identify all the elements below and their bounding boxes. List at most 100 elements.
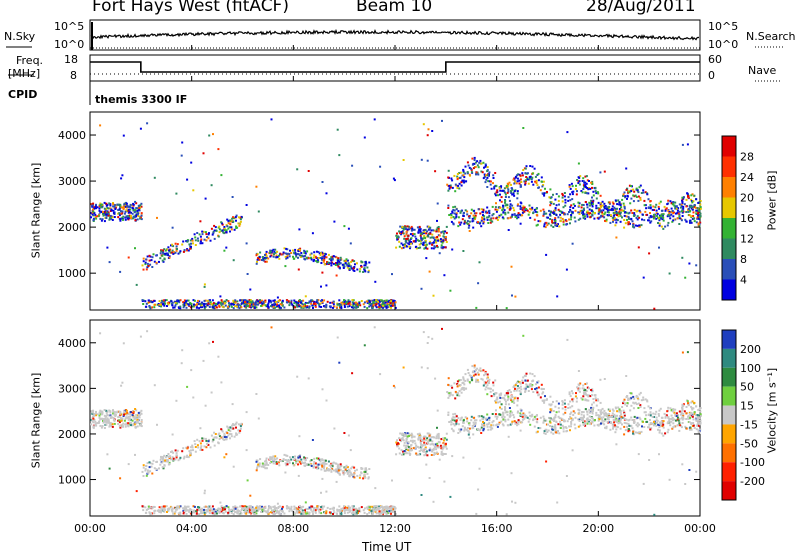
velocity-cell bbox=[639, 404, 642, 407]
power-cell bbox=[255, 262, 258, 265]
power-cell bbox=[391, 273, 393, 276]
power-cell bbox=[482, 209, 485, 212]
power-cell bbox=[405, 245, 408, 248]
power-cell bbox=[142, 260, 145, 263]
power-cell bbox=[676, 209, 679, 212]
power-cell bbox=[207, 233, 210, 236]
power-cell bbox=[165, 252, 168, 255]
power-cell bbox=[689, 221, 691, 224]
power-cell bbox=[552, 193, 554, 196]
power-cell bbox=[233, 228, 236, 231]
velocity-cell bbox=[265, 467, 268, 470]
power-cell bbox=[644, 191, 647, 194]
velocity-cell bbox=[627, 422, 630, 425]
velocity-cell bbox=[398, 437, 401, 440]
velocity-cell bbox=[111, 423, 114, 426]
velocity-cell bbox=[514, 501, 517, 504]
power-cell bbox=[111, 219, 114, 221]
power-cell bbox=[624, 195, 627, 198]
power-cell bbox=[418, 239, 421, 242]
velocity-cell bbox=[313, 457, 316, 460]
velocity-cell bbox=[623, 398, 626, 401]
power-cell bbox=[209, 303, 212, 306]
velocity-cell bbox=[228, 433, 231, 435]
power-cell bbox=[496, 208, 499, 211]
power-cell bbox=[549, 211, 552, 214]
power-cell bbox=[162, 260, 165, 263]
power-cell bbox=[269, 305, 272, 308]
power-cell bbox=[377, 306, 380, 308]
velocity-cell bbox=[175, 507, 178, 509]
nave-tick-60: 60 bbox=[708, 53, 722, 66]
power-cell bbox=[366, 307, 369, 310]
velocity-cell bbox=[286, 459, 288, 462]
velocity-cell bbox=[603, 420, 606, 423]
velocity-cell bbox=[346, 466, 349, 469]
velocity-cell bbox=[613, 421, 616, 424]
power-cell bbox=[320, 285, 322, 288]
power-cell bbox=[561, 196, 564, 199]
power-cell bbox=[692, 215, 695, 217]
power-cell bbox=[614, 208, 617, 211]
power-cell bbox=[583, 209, 585, 212]
power-cell bbox=[589, 212, 592, 215]
power-cell bbox=[261, 304, 264, 307]
velocity-cell bbox=[654, 413, 657, 416]
power-cell bbox=[595, 197, 598, 200]
velocity-cell bbox=[599, 378, 602, 381]
power-cell bbox=[486, 218, 489, 221]
power-cell bbox=[332, 262, 335, 265]
power-cell bbox=[675, 208, 678, 210]
power-cell bbox=[625, 211, 628, 214]
velocity-cell bbox=[442, 442, 445, 445]
velocity-cell bbox=[489, 425, 492, 428]
power-cell bbox=[93, 212, 96, 215]
power-cell bbox=[561, 192, 564, 195]
power-cell bbox=[140, 212, 143, 215]
power-cell bbox=[546, 224, 549, 227]
velocity-cell bbox=[519, 408, 522, 411]
power-cell bbox=[431, 243, 434, 246]
power-cell bbox=[359, 267, 362, 270]
velocity-cell bbox=[506, 410, 509, 413]
power-cell bbox=[569, 199, 572, 202]
velocity-cell bbox=[393, 506, 396, 509]
power-cell bbox=[520, 181, 523, 183]
power-cell bbox=[459, 176, 462, 179]
power-cell bbox=[684, 218, 687, 221]
power-cell bbox=[582, 177, 585, 180]
velocity-cell bbox=[665, 414, 668, 417]
velocity-cell bbox=[267, 464, 270, 466]
velocity-cell bbox=[277, 506, 280, 508]
power-cell bbox=[674, 201, 677, 204]
power-cell bbox=[436, 202, 439, 205]
power-cell bbox=[458, 182, 461, 185]
power-cell bbox=[193, 299, 196, 302]
velocity-cell bbox=[448, 392, 451, 395]
power-cell bbox=[599, 204, 602, 207]
power-cell bbox=[599, 194, 602, 197]
power-cell bbox=[420, 236, 422, 239]
power-cell bbox=[528, 204, 531, 207]
power-cell bbox=[306, 250, 309, 253]
power-cell bbox=[417, 231, 420, 234]
power-cell bbox=[649, 207, 652, 210]
velocity-cell bbox=[519, 429, 522, 432]
power-cell bbox=[125, 202, 128, 205]
velocity-cell bbox=[690, 407, 693, 410]
velocity-cell bbox=[571, 392, 574, 395]
power-cell bbox=[445, 231, 448, 234]
velocity-cell bbox=[688, 469, 691, 471]
power-cell bbox=[426, 159, 429, 162]
velocity-cell bbox=[562, 413, 565, 416]
power-cell bbox=[166, 252, 169, 255]
velocity-cell bbox=[587, 395, 590, 398]
power-cell bbox=[576, 179, 579, 181]
power-cell bbox=[349, 300, 352, 303]
power-cell bbox=[153, 306, 156, 309]
power-cell bbox=[104, 211, 107, 214]
velocity-cell bbox=[259, 458, 262, 461]
power-cell bbox=[110, 209, 113, 212]
power-cell bbox=[524, 183, 527, 186]
